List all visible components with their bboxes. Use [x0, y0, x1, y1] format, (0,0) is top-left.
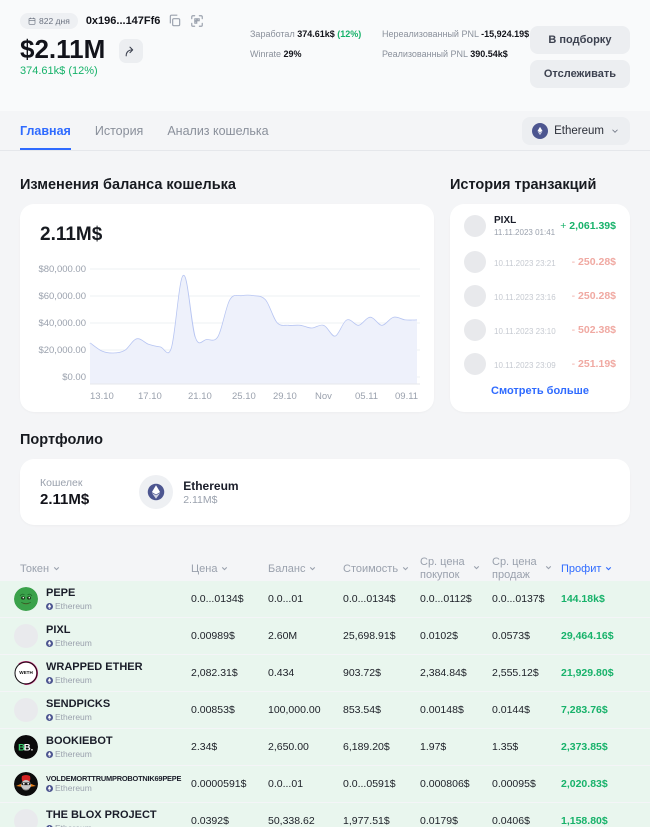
- svg-text:29.10: 29.10: [273, 391, 297, 402]
- svg-text:$0.00: $0.00: [62, 372, 86, 383]
- svg-text:$40,000.00: $40,000.00: [38, 318, 86, 329]
- svg-text:$80,000.00: $80,000.00: [38, 264, 86, 275]
- svg-text:$20,000.00: $20,000.00: [38, 345, 86, 356]
- svg-text:$60,000.00: $60,000.00: [38, 291, 86, 302]
- svg-text:WETH: WETH: [19, 670, 33, 675]
- svg-text:05.11: 05.11: [355, 391, 378, 402]
- svg-text:17.10: 17.10: [138, 391, 162, 402]
- svg-text:13.10: 13.10: [90, 391, 114, 402]
- svg-text:B.: B.: [24, 743, 34, 754]
- svg-text:Nov: Nov: [315, 391, 332, 402]
- svg-text:09.11: 09.11: [395, 391, 418, 402]
- svg-text:21.10: 21.10: [188, 391, 212, 402]
- svg-text:25.10: 25.10: [232, 391, 256, 402]
